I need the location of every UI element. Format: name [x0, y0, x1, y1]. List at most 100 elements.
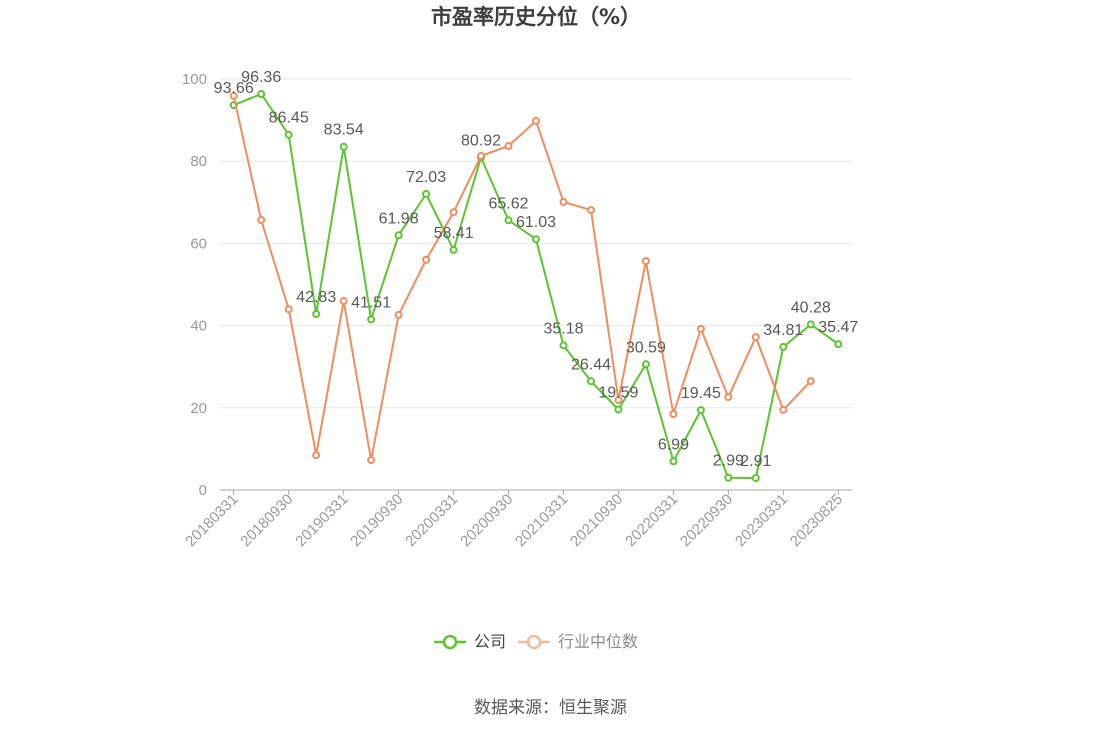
y-tick-label: 40	[190, 318, 207, 335]
industry-point[interactable]	[532, 116, 540, 125]
legend-label-industry: 行业中位数	[558, 632, 639, 651]
company-point[interactable]	[779, 342, 788, 351]
company-point[interactable]	[669, 457, 678, 466]
company-value-label: 96.36	[241, 69, 281, 86]
industry-point[interactable]	[587, 206, 595, 215]
company-value-label: 65.62	[488, 195, 528, 212]
company-point[interactable]	[724, 473, 733, 482]
industry-point[interactable]	[394, 310, 403, 319]
company-line	[232, 93, 840, 479]
x-tick-label: 20220331	[622, 491, 681, 550]
industry-point[interactable]	[339, 296, 348, 305]
x-tick-label: 20190331	[292, 491, 351, 550]
x-tick-label: 20190930	[347, 491, 406, 550]
company-value-label: 61.03	[516, 214, 556, 231]
company-value-label: 35.18	[543, 320, 583, 337]
industry-point[interactable]	[806, 377, 815, 386]
industry-point[interactable]	[312, 451, 321, 460]
line-marker-icon	[518, 634, 551, 650]
industry-point[interactable]	[724, 393, 733, 402]
company-point[interactable]	[532, 235, 540, 244]
industry-point[interactable]	[367, 456, 376, 464]
line-chart: 0 20 40 60 80 100 2018033120180930201903312019…	[182, 69, 859, 550]
company-point[interactable]	[422, 190, 431, 198]
company-point[interactable]	[284, 130, 293, 139]
company-point[interactable]	[367, 315, 376, 324]
industry-point[interactable]	[614, 396, 623, 404]
industry-series	[229, 91, 815, 464]
x-tick-label: 20230825	[787, 491, 846, 550]
company-point[interactable]	[696, 406, 705, 415]
industry-point[interactable]	[641, 257, 650, 266]
company-value-label: 58.41	[434, 225, 474, 242]
company-point[interactable]	[834, 340, 843, 349]
company-point[interactable]	[312, 310, 321, 318]
company-value-label: 2.91	[740, 453, 771, 470]
industry-point[interactable]	[504, 142, 513, 150]
company-value-label: 72.03	[406, 169, 446, 186]
company-point[interactable]	[559, 341, 568, 350]
industry-point[interactable]	[559, 197, 568, 206]
x-tick-label: 20180930	[237, 491, 296, 550]
industry-point[interactable]	[284, 305, 293, 314]
chart-title: 市盈率历史分位（%）	[430, 5, 642, 29]
company-value-label: 35.47	[818, 319, 858, 336]
company-value-label: 41.51	[351, 294, 391, 311]
y-tick-label: 60	[190, 235, 207, 252]
company-point[interactable]	[449, 245, 458, 254]
company-value-label: 86.45	[269, 110, 309, 127]
company-point[interactable]	[504, 216, 513, 225]
x-tick-label: 20230331	[732, 491, 791, 550]
industry-point[interactable]	[422, 255, 431, 264]
industry-point[interactable]	[779, 405, 788, 414]
legend-item-company[interactable]: 公司	[434, 630, 506, 654]
company-point[interactable]	[751, 474, 760, 482]
y-tick-label: 100	[182, 71, 207, 88]
company-value-label: 40.28	[791, 299, 831, 316]
legend-label-company: 公司	[474, 632, 507, 651]
company-point[interactable]	[339, 142, 348, 151]
company-value-label: 30.59	[626, 339, 666, 356]
x-tick-label: 20180331	[182, 491, 241, 550]
company-value-label: 6.99	[658, 436, 689, 453]
company-value-label: 93.66	[214, 80, 254, 97]
industry-point[interactable]	[229, 91, 238, 100]
x-tick-label: 20200930	[457, 491, 516, 550]
company-value-label: 19.59	[598, 385, 638, 402]
industry-point[interactable]	[751, 333, 760, 342]
y-axis: 0 20 40 60 80 100	[182, 71, 852, 499]
industry-point[interactable]	[449, 208, 458, 217]
company-value-label: 42.83	[296, 289, 336, 306]
y-tick-label: 0	[199, 482, 207, 499]
company-value-label: 80.92	[461, 132, 501, 149]
legend-item-industry[interactable]: 行业中位数	[518, 630, 638, 654]
industry-line	[232, 94, 812, 461]
company-value-label: 83.54	[324, 122, 364, 139]
line-marker-icon	[434, 634, 466, 650]
industry-point[interactable]	[669, 410, 678, 418]
company-point[interactable]	[587, 377, 595, 386]
company-point[interactable]	[394, 231, 403, 240]
company-point[interactable]	[806, 320, 815, 329]
industry-point[interactable]	[696, 324, 705, 333]
industry-point[interactable]	[257, 216, 266, 224]
company-value-label: 34.81	[763, 322, 803, 339]
x-tick-label: 20210331	[512, 491, 571, 550]
company-value-label: 2.99	[713, 453, 744, 470]
x-tick-label: 20200331	[402, 491, 461, 550]
company-value-label: 19.45	[681, 385, 721, 402]
industry-point[interactable]	[477, 151, 485, 160]
x-tick-label: 20220930	[677, 491, 736, 550]
y-tick-label: 20	[190, 400, 207, 417]
company-point[interactable]	[614, 405, 623, 414]
company-value-label: 26.44	[571, 356, 611, 373]
x-axis: 2018033120180930201903312019093020200331…	[182, 489, 852, 550]
data-source-note: 数据来源：恒生聚源	[474, 698, 627, 718]
y-tick-label: 80	[190, 153, 207, 170]
company-point[interactable]	[641, 360, 650, 369]
legend: 公司 行业中位数	[434, 630, 638, 654]
company-value-label: 61.98	[379, 210, 419, 227]
x-tick-label: 20210930	[567, 491, 626, 550]
company-point[interactable]	[257, 90, 266, 98]
